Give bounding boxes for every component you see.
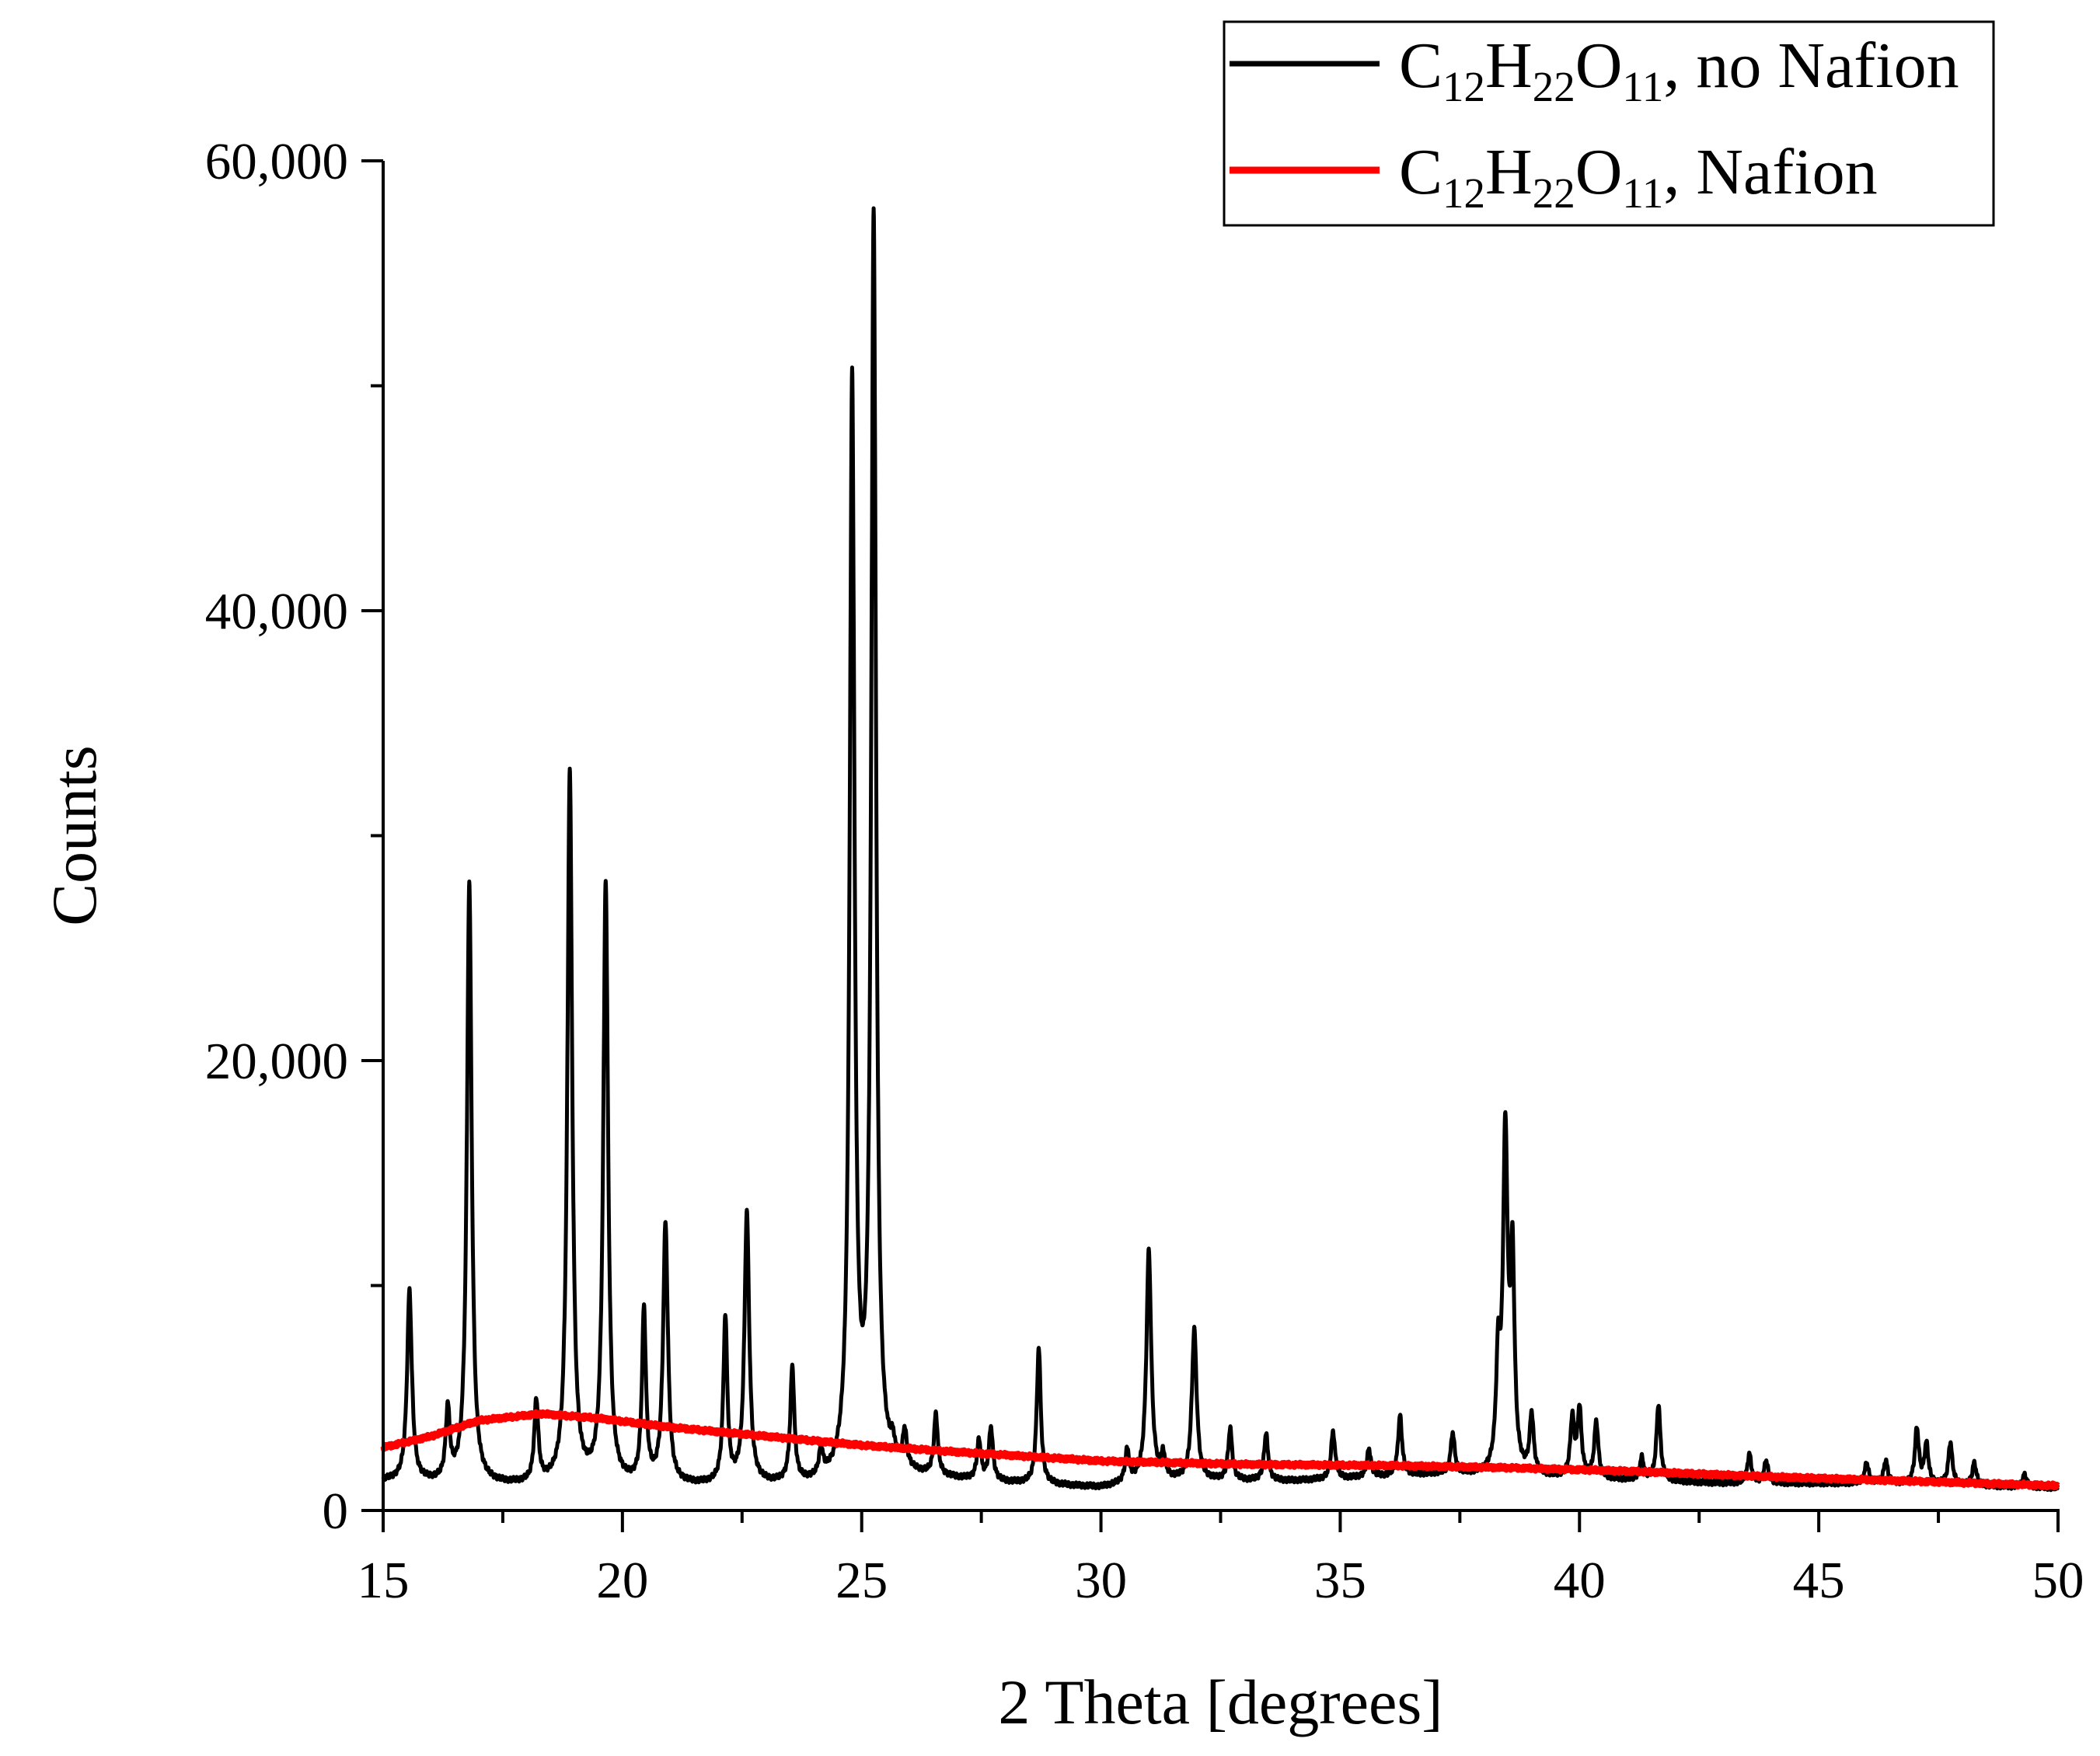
axes-layer	[382, 161, 2060, 1512]
legend-subscript: 11	[1622, 63, 1663, 110]
x-tick-label: 40	[1554, 1552, 1606, 1609]
x-tick-label: 20	[596, 1552, 648, 1609]
legend-subscript: 12	[1442, 169, 1485, 217]
legend-subscript: 22	[1533, 169, 1575, 217]
y-tick-label: 60,000	[205, 133, 348, 190]
legend-text-part: C	[1399, 136, 1442, 208]
x-tick-label: 25	[835, 1552, 888, 1609]
legend-subscript: 22	[1533, 63, 1575, 110]
y-axis-title: Counts	[39, 745, 110, 925]
legend-text-part: H	[1485, 30, 1533, 102]
series-line-no-nafion	[381, 206, 2060, 1493]
legend-text-part: H	[1485, 136, 1533, 208]
legend-subscript: 11	[1622, 169, 1663, 217]
x-tick-label: 15	[358, 1552, 410, 1609]
x-tick-label: 45	[1793, 1552, 1845, 1609]
series-line-nafion	[380, 1409, 2060, 1491]
y-tick-label: 0	[323, 1482, 349, 1540]
legend-text-part: C	[1399, 30, 1442, 102]
legend-text-part: O	[1575, 30, 1623, 102]
y-tick-label: 20,000	[205, 1033, 348, 1090]
x-axis-title: 2 Theta [degrees]	[998, 1667, 1442, 1737]
legend-text-part: O	[1575, 136, 1623, 208]
ticks-layer: 15 20 25 30 35 40 45 50 0 20,000 40,000 60,000	[205, 133, 2084, 1609]
legend-label: C12H22O11, Nafion	[1399, 136, 1878, 217]
legend-subscript: 12	[1442, 63, 1485, 110]
legend-text-part: , no Nafion	[1663, 30, 1959, 102]
legend-box	[1223, 20, 1995, 227]
legend-label: C12H22O11, no Nafion	[1399, 30, 1959, 110]
legend-text-part: , Nafion	[1663, 136, 1877, 208]
y-tick-label: 40,000	[205, 583, 348, 640]
x-tick-label: 30	[1075, 1552, 1127, 1609]
x-tick-label: 35	[1314, 1552, 1366, 1609]
x-tick-label: 50	[2032, 1552, 2084, 1609]
plot-series-layer	[380, 206, 2060, 1493]
